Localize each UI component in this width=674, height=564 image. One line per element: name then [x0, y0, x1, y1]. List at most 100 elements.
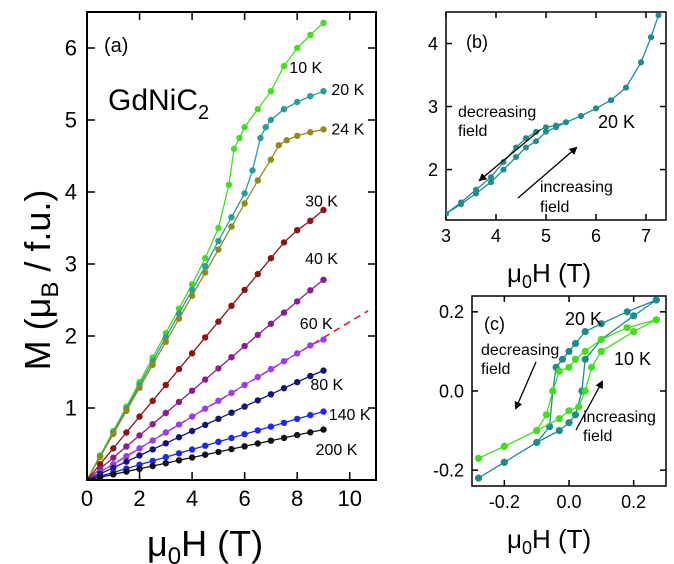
panel-c-annotation-increasing: increasing — [583, 409, 656, 426]
data-point — [267, 365, 275, 373]
data-point — [280, 419, 288, 426]
data-point — [188, 350, 196, 357]
panel-b-data — [446, 12, 662, 217]
data-point — [202, 442, 209, 449]
data-point — [320, 19, 327, 26]
data-point — [175, 457, 183, 464]
data-point — [474, 454, 483, 462]
data-point — [593, 105, 599, 112]
data-point — [257, 134, 264, 142]
series-label: 20 K — [331, 82, 364, 99]
data-point — [123, 443, 130, 450]
data-point — [565, 347, 573, 355]
data-point — [123, 429, 130, 436]
y-tick-label: 3 — [428, 97, 438, 117]
data-point — [307, 217, 314, 224]
y-tick-label: -0.2 — [433, 460, 464, 480]
data-point — [575, 403, 583, 411]
data-point — [188, 387, 196, 394]
data-point — [175, 315, 183, 322]
data-point — [320, 408, 327, 415]
data-point — [294, 227, 301, 234]
data-point — [320, 276, 327, 283]
data-point — [123, 468, 130, 475]
data-point — [254, 440, 261, 447]
data-point — [254, 373, 261, 381]
panel-a-series-labels: 10 K 20 K 24 K 30 K 40 K 60 K 80 K 140 K 200 K — [289, 60, 371, 459]
x-tick-label: 7 — [641, 226, 651, 246]
data-point — [294, 378, 301, 386]
data-point — [96, 453, 104, 461]
data-point — [533, 128, 539, 135]
data-point — [474, 474, 483, 482]
data-point — [149, 397, 156, 404]
data-point — [136, 465, 143, 472]
data-point — [446, 210, 449, 217]
panel-c: -0.2 0.0 0.2 -0.2 0.0 0.2 (c) 20 K decreasing… — [433, 295, 667, 558]
data-point — [555, 427, 563, 435]
data-point — [267, 156, 275, 163]
data-point — [149, 421, 156, 428]
y-tick-label: 2 — [428, 160, 438, 180]
series-label: 200 K — [316, 442, 358, 459]
data-point — [458, 199, 464, 206]
data-point — [254, 177, 261, 184]
panel-a-title: GdNiC2 — [108, 84, 209, 124]
data-point — [215, 318, 222, 325]
data-point — [202, 263, 209, 270]
panel-c-x-axis-label: μ0H (T) — [507, 524, 591, 558]
data-point — [188, 454, 196, 461]
data-point — [578, 113, 584, 119]
series-line — [87, 209, 324, 480]
data-point — [267, 320, 275, 327]
data-point — [280, 309, 288, 316]
data-point — [241, 381, 248, 389]
series-label: 24 K — [331, 121, 364, 138]
data-point — [215, 224, 222, 232]
data-point — [533, 138, 539, 145]
data-point — [307, 411, 314, 419]
data-point — [254, 397, 261, 404]
x-tick-label: 4 — [186, 486, 198, 511]
data-point — [188, 413, 196, 420]
x-tick-label: 8 — [291, 486, 303, 511]
series-label: 80 K — [310, 377, 343, 394]
data-point — [307, 372, 314, 380]
data-point — [630, 312, 638, 320]
data-point — [96, 474, 104, 480]
data-point — [175, 421, 183, 428]
data-point — [110, 430, 117, 438]
data-point — [267, 423, 275, 430]
data-point — [162, 429, 169, 436]
data-point — [241, 431, 248, 438]
data-point — [581, 328, 589, 336]
data-point — [500, 442, 508, 450]
y-tick-label: 4 — [428, 34, 438, 54]
data-point — [581, 347, 589, 355]
data-point — [249, 167, 256, 174]
data-point — [241, 443, 248, 450]
data-point — [162, 381, 169, 389]
data-point — [188, 427, 196, 435]
data-point — [320, 367, 327, 374]
x-tick-label: 3 — [441, 226, 451, 246]
data-point — [230, 145, 238, 152]
data-point — [280, 106, 288, 113]
data-point — [175, 450, 183, 457]
data-point — [280, 239, 288, 246]
data-point — [555, 415, 563, 423]
panel-b-frame — [445, 11, 667, 221]
data-point — [175, 434, 183, 441]
data-point — [597, 335, 605, 344]
data-point — [215, 246, 222, 253]
data-point — [283, 137, 290, 144]
data-point — [110, 454, 117, 461]
data-point — [228, 445, 235, 453]
data-point — [275, 142, 282, 149]
data-point — [488, 179, 494, 186]
data-point — [162, 338, 169, 345]
data-point — [136, 432, 143, 439]
panel-b-label: (b) — [466, 32, 488, 52]
panel-a-x-axis-label: μ0H (T) — [147, 523, 263, 564]
